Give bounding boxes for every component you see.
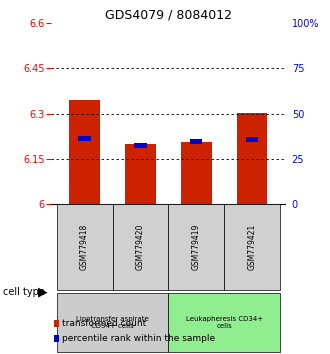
Text: Lipotransfer aspirate
CD34+ cells: Lipotransfer aspirate CD34+ cells: [76, 316, 149, 329]
Text: ▶: ▶: [38, 286, 48, 298]
Bar: [246, 137, 258, 142]
Text: GSM779418: GSM779418: [80, 224, 89, 270]
Bar: [134, 143, 147, 148]
Bar: [168, 204, 224, 290]
Text: GSM779421: GSM779421: [248, 224, 256, 270]
Text: transformed count: transformed count: [62, 319, 147, 329]
Bar: [69, 100, 100, 204]
Bar: [57, 293, 168, 352]
Bar: [79, 137, 91, 141]
Title: GDS4079 / 8084012: GDS4079 / 8084012: [105, 9, 232, 22]
Bar: [168, 293, 280, 352]
Bar: [181, 142, 212, 204]
Bar: [190, 139, 202, 144]
Text: GSM779420: GSM779420: [136, 224, 145, 270]
Bar: [57, 204, 113, 290]
Text: cell type: cell type: [3, 287, 45, 297]
Bar: [224, 204, 280, 290]
Bar: [113, 204, 168, 290]
Bar: [237, 113, 267, 204]
Bar: [125, 144, 156, 204]
Text: Leukapheresis CD34+
cells: Leukapheresis CD34+ cells: [185, 316, 263, 329]
Text: GSM779419: GSM779419: [192, 224, 201, 270]
Text: percentile rank within the sample: percentile rank within the sample: [62, 333, 215, 343]
